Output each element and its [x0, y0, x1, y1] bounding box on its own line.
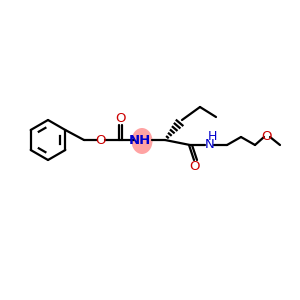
Text: H: H	[207, 130, 217, 142]
Text: NH: NH	[129, 134, 151, 146]
Text: O: O	[261, 130, 271, 143]
Text: O: O	[96, 134, 106, 146]
Text: N: N	[205, 139, 215, 152]
Ellipse shape	[131, 128, 152, 154]
Text: O: O	[190, 160, 200, 173]
Text: O: O	[115, 112, 125, 124]
